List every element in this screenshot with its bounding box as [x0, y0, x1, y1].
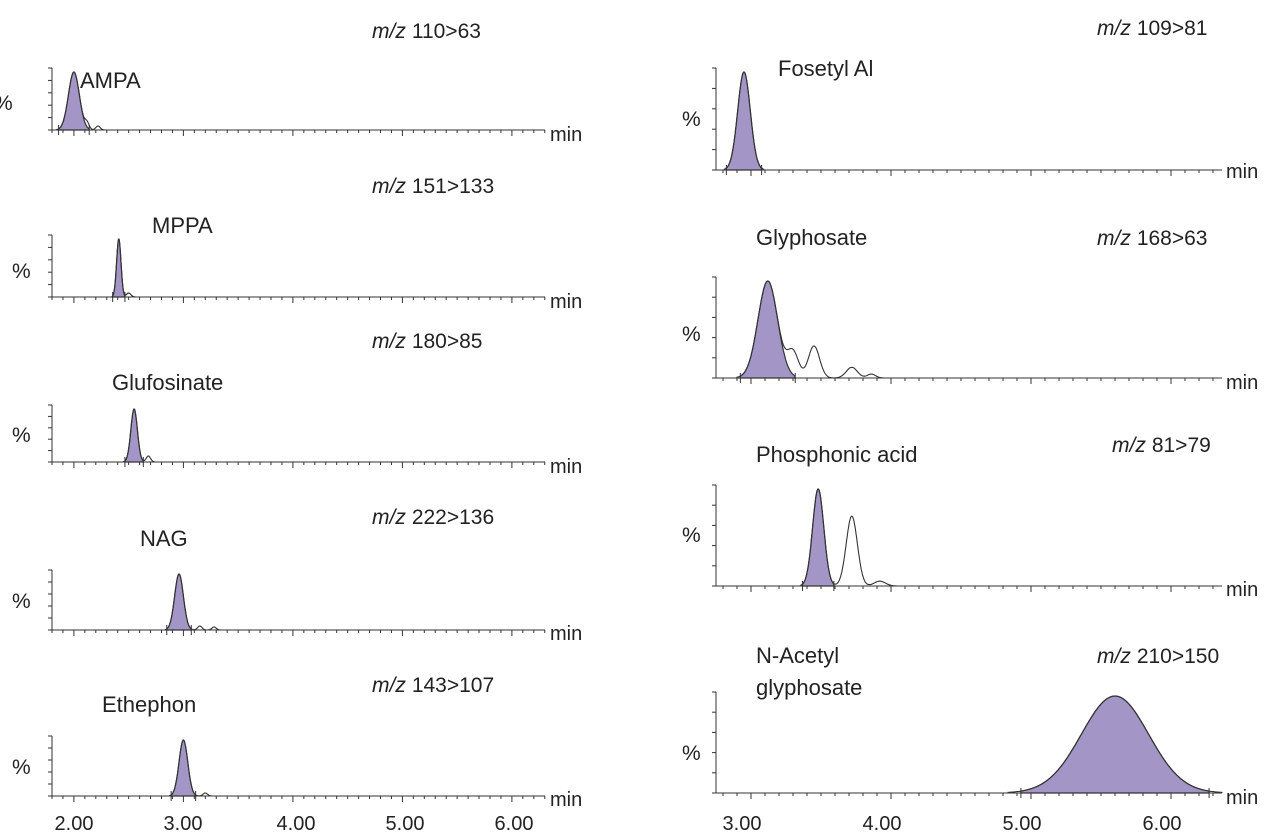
signal-trace: [169, 739, 212, 797]
chromatogram-4: [48, 569, 546, 636]
chromatogram-5: [48, 735, 546, 802]
mz-label: m/z 151>133: [372, 175, 494, 198]
x-tick-label: 6.00: [495, 813, 534, 832]
compound-label-line-1: N-Acetyl: [756, 643, 839, 668]
trace-nag: NAG m/z 222>136 % min: [12, 506, 582, 645]
signal-trace: [123, 408, 155, 463]
signal-trace: [800, 488, 898, 587]
compound-label: Fosetyl Al: [778, 56, 873, 81]
compound-label: AMPA: [80, 68, 141, 93]
y-axis-label: %: [12, 590, 31, 613]
x-axis-unit: min: [550, 456, 582, 478]
mz-label: m/z 222>136: [372, 506, 494, 529]
compound-label: Phosphonic acid: [756, 442, 917, 467]
signal-trace: [164, 573, 221, 631]
x-tick-label: 4.00: [277, 813, 316, 832]
compound-label: Glufosinate: [112, 370, 223, 395]
x-tick-label: 2.00: [55, 813, 94, 832]
mz-label: m/z 168>63: [1097, 227, 1208, 250]
signal-trace: [723, 71, 765, 170]
chromatogram-2: [48, 234, 546, 303]
y-axis-label: %: [682, 108, 701, 131]
mz-label: m/z 81>79: [1112, 434, 1211, 457]
x-axis-unit: min: [1226, 579, 1258, 601]
x-axis-unit: min: [550, 124, 582, 146]
right-panel: Fosetyl Al m/z 109>81 % min Glyphosate m/…: [682, 17, 1258, 835]
trace-ethephon: Ethephon m/z 143>107 % min: [12, 674, 582, 811]
mz-label: m/z 143>107: [372, 674, 494, 697]
x-axis-unit: min: [1226, 787, 1258, 809]
x-tick-label: 4.00: [863, 813, 902, 832]
x-axis-unit: min: [550, 789, 582, 811]
x-tick-label: 6.00: [1143, 813, 1182, 832]
y-axis-label: %: [682, 323, 701, 346]
compound-label: NAG: [140, 526, 188, 551]
x-axis-unit: min: [1226, 372, 1258, 394]
x-tick-label: 5.00: [1003, 813, 1042, 832]
trace-n-acetyl-glyphosate: N-Acetyl glyphosate m/z 210>150 % min: [682, 643, 1258, 809]
trace-mppa: MPPA m/z 151>133 % min: [12, 175, 582, 313]
trace-fosetyl-al: Fosetyl Al m/z 109>81 % min: [682, 17, 1258, 183]
x-tick-label: 5.00: [386, 813, 425, 832]
compound-label: Glyphosate: [756, 225, 867, 250]
x-axis-unit: min: [550, 291, 582, 313]
trace-glufosinate: Glufosinate m/z 180>85 % min: [12, 330, 582, 478]
y-axis-label: %: [12, 756, 31, 779]
mz-label: m/z 210>150: [1097, 645, 1219, 668]
chromatogram-1: [48, 67, 546, 136]
y-axis-label: %: [12, 424, 31, 447]
plot-area: [48, 67, 1223, 802]
chromatogram-6: [712, 67, 1222, 176]
signal-trace: [1007, 695, 1223, 793]
y-axis-label: %: [682, 524, 701, 547]
signal-trace: [736, 280, 885, 379]
y-axis-label: %: [0, 92, 13, 115]
mz-label: m/z 180>85: [372, 330, 483, 353]
x-tick-label: 3.00: [723, 813, 762, 832]
signal-trace: [56, 71, 105, 131]
mz-label: m/z 109>81: [1097, 17, 1208, 40]
signal-trace: [111, 238, 136, 298]
chromatogram-7: [712, 276, 1222, 384]
y-axis-label: %: [682, 742, 701, 765]
x-tick-label: 3.00: [164, 813, 203, 832]
trace-glyphosate: Glyphosate m/z 168>63 % min: [682, 225, 1258, 394]
left-x-tick-labels: 2.00 3.00 4.00 5.00 6.00: [55, 813, 534, 835]
x-axis-unit: min: [1226, 161, 1258, 183]
chromatogram-9: [712, 691, 1223, 799]
y-axis-label: %: [12, 260, 31, 283]
mz-label: m/z 110>63: [372, 20, 481, 43]
compound-label-line-2: glyphosate: [756, 675, 862, 700]
x-axis-unit: min: [550, 623, 582, 645]
compound-label: Ethephon: [102, 692, 196, 717]
chromatogram-3: [48, 404, 546, 468]
right-x-tick-labels: 3.00 4.00 5.00 6.00: [723, 813, 1182, 835]
chromatogram-8: [712, 484, 1222, 592]
compound-label: MPPA: [152, 213, 213, 238]
trace-phosphonic-acid: Phosphonic acid m/z 81>79 % min: [682, 434, 1258, 601]
